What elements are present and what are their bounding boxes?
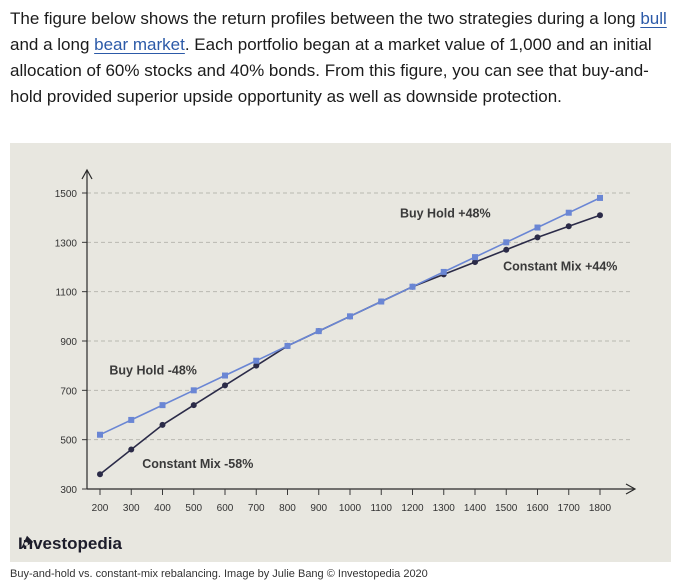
x-tick-label: 300 [123, 503, 140, 514]
bull-link[interactable]: bull [640, 9, 667, 28]
buy-hold-point [128, 416, 135, 423]
x-tick-label: 1800 [589, 503, 612, 514]
y-tick-label: 500 [60, 436, 77, 447]
paragraph-text-2: and a long [10, 35, 95, 54]
x-tick-label: 1700 [558, 503, 581, 514]
buy-hold-point [503, 239, 510, 246]
constant-mix-point [534, 234, 541, 241]
paragraph-text-1: The figure below shows the return profil… [10, 9, 641, 28]
buy-hold-point [222, 372, 228, 379]
buy-hold-point [284, 342, 291, 349]
x-tick-label: 1000 [339, 503, 362, 514]
constant-mix-line [99, 214, 601, 475]
y-axis-arrow [81, 168, 93, 180]
buy-hold-point [315, 328, 322, 335]
y-tick-label: 1300 [55, 238, 78, 249]
annotation-label: Constant Mix -58% [142, 457, 253, 471]
annotation-label: Buy Hold +48% [400, 207, 491, 221]
buy-hold-point [253, 357, 260, 364]
buy-hold-point [159, 402, 166, 409]
x-tick-label: 700 [248, 503, 265, 514]
buy-hold-point [534, 224, 541, 231]
constant-mix-point [472, 259, 478, 266]
x-tick-label: 400 [154, 503, 171, 514]
x-tick-label: 1300 [433, 503, 456, 514]
x-tick-label: 1600 [526, 503, 549, 514]
bear-market-link[interactable]: bear market [94, 35, 185, 54]
x-axis-arrow [625, 483, 637, 495]
constant-mix-point [503, 246, 510, 253]
paragraph-text-3: . Each portfolio began at a market value… [10, 35, 652, 106]
x-tick-label: 800 [279, 503, 296, 514]
buy-hold-point [597, 194, 603, 201]
y-tick-label: 1100 [55, 288, 77, 299]
constant-mix-point [565, 223, 572, 230]
figure-caption: Buy-and-hold vs. constant-mix rebalancin… [10, 568, 428, 580]
x-tick-label: 1200 [401, 503, 424, 514]
annotation-label: Constant Mix +44% [503, 260, 617, 274]
x-tick-label: 1400 [464, 503, 487, 514]
buy-hold-point [472, 254, 478, 261]
article-paragraph: The figure below shows the return profil… [10, 6, 674, 110]
constant-mix-point [159, 421, 166, 428]
chart-figure: 300 500 700 900 1100 1300 1500 200 300 400 500 600 7… [10, 143, 671, 562]
annotation-label: Buy Hold -48% [109, 363, 197, 377]
constant-mix-point [190, 402, 197, 409]
x-tick-label: 200 [92, 503, 109, 514]
constant-mix-point [97, 471, 103, 478]
buy-hold-point [440, 268, 447, 275]
constant-mix-point [222, 382, 228, 389]
x-tick-label: 500 [185, 503, 202, 514]
x-tick-label: 1100 [370, 503, 392, 514]
buy-hold-point [97, 431, 103, 438]
y-tick-label: 300 [60, 485, 77, 496]
x-tick-label: 900 [310, 503, 327, 514]
constant-mix-point [597, 212, 603, 219]
buy-hold-point [409, 283, 416, 290]
constant-mix-point [253, 362, 260, 369]
y-tick-label: 900 [60, 337, 77, 348]
return-profile-chart: 300 500 700 900 1100 1300 1500 200 300 400 500 600 7… [55, 168, 637, 514]
constant-mix-point [128, 446, 135, 453]
x-tick-label: 600 [217, 503, 234, 514]
y-tick-label: 1500 [55, 189, 78, 200]
buy-hold-point [565, 209, 572, 216]
pen-nib-icon [20, 535, 34, 550]
x-tick-label: 1500 [495, 503, 518, 514]
brand-name: Investopedia [18, 534, 122, 553]
buy-hold-point [347, 313, 353, 320]
buy-hold-point [378, 298, 385, 305]
y-tick-label: 700 [60, 386, 77, 397]
buy-hold-point [190, 387, 197, 394]
investopedia-logo: Investopedia [18, 534, 122, 554]
